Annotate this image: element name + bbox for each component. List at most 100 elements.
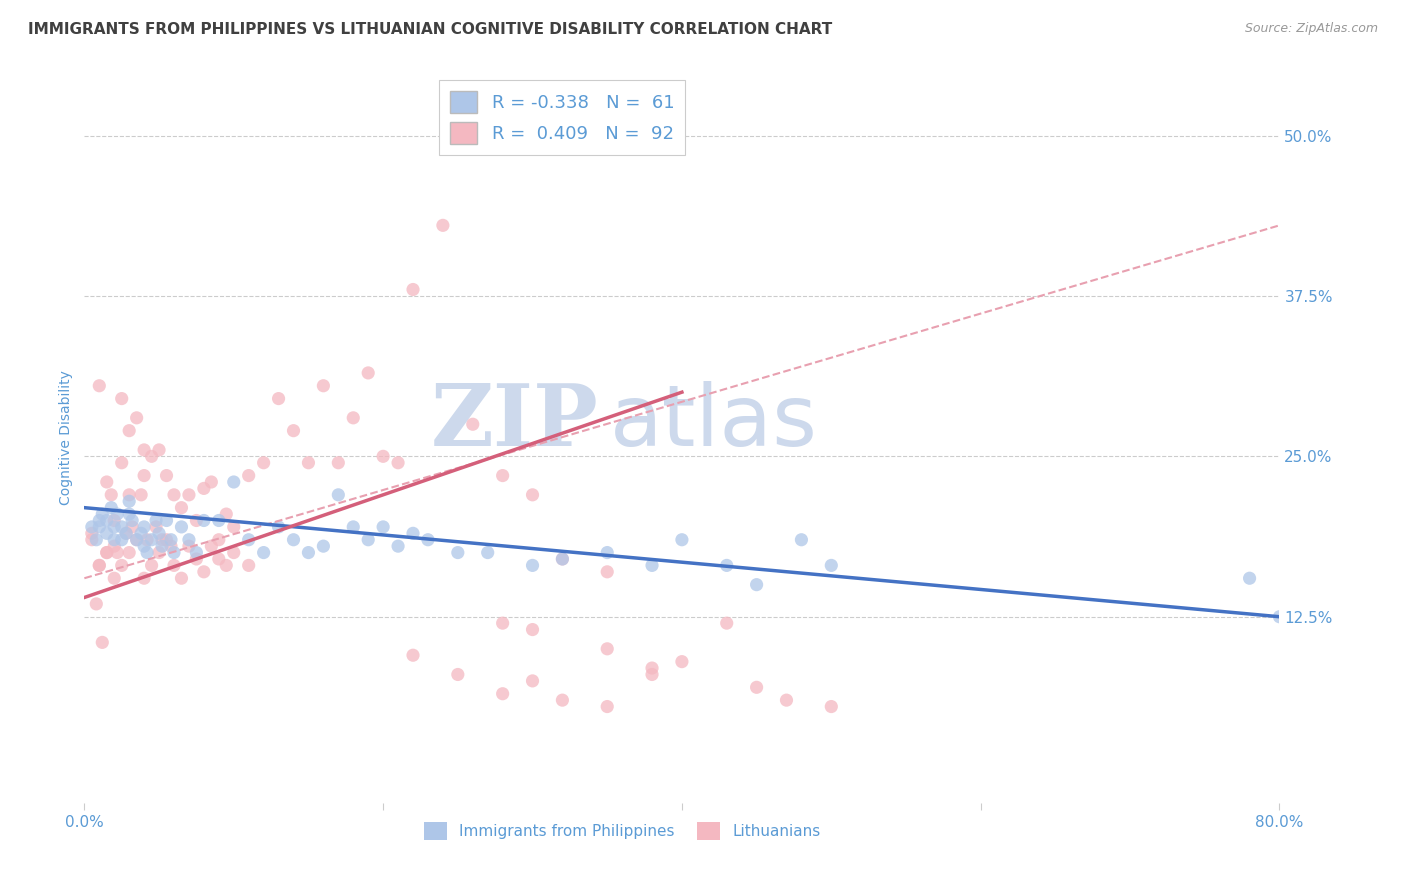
Point	[105, 507, 128, 521]
Point	[96, 475, 118, 489]
Point	[91, 507, 114, 521]
Point	[200, 539, 222, 553]
Point	[89, 520, 111, 534]
Point	[238, 533, 260, 547]
Point	[1268, 609, 1291, 624]
Point	[193, 565, 215, 579]
Point	[551, 693, 574, 707]
Point	[373, 450, 395, 464]
Point	[136, 533, 159, 547]
Point	[596, 565, 619, 579]
Point	[96, 545, 118, 559]
Point	[89, 514, 111, 528]
Point	[596, 641, 619, 656]
Point	[118, 545, 141, 559]
Point	[208, 552, 231, 566]
Text: atlas: atlas	[610, 381, 818, 464]
Point	[522, 488, 544, 502]
Point	[373, 520, 395, 534]
Point	[80, 533, 103, 547]
Point	[96, 545, 118, 559]
Point	[80, 520, 103, 534]
Point	[186, 545, 208, 559]
Point	[160, 533, 183, 547]
Point	[96, 514, 118, 528]
Point	[253, 545, 276, 559]
Point	[297, 545, 319, 559]
Point	[312, 378, 335, 392]
Point	[357, 366, 380, 380]
Point	[105, 545, 128, 559]
Point	[163, 558, 186, 573]
Point	[222, 475, 245, 489]
Point	[125, 410, 148, 425]
Point	[132, 539, 156, 553]
Point	[141, 533, 163, 547]
Point	[238, 468, 260, 483]
Point	[328, 456, 350, 470]
Point	[342, 410, 364, 425]
Point	[745, 681, 768, 695]
Point	[103, 520, 125, 534]
Y-axis label: Cognitive Disability: Cognitive Disability	[59, 369, 73, 505]
Point	[522, 673, 544, 688]
Point	[115, 526, 138, 541]
Point	[148, 526, 170, 541]
Point	[492, 468, 515, 483]
Point	[328, 488, 350, 502]
Point	[89, 378, 111, 392]
Point	[132, 468, 156, 483]
Point	[170, 520, 193, 534]
Point	[89, 558, 111, 573]
Point	[387, 539, 409, 553]
Point	[716, 558, 738, 573]
Point	[461, 417, 484, 432]
Point	[215, 507, 238, 521]
Point	[170, 500, 193, 515]
Point	[155, 533, 177, 547]
Point	[91, 635, 114, 649]
Point	[267, 392, 290, 406]
Point	[492, 616, 515, 631]
Point	[111, 558, 134, 573]
Point	[551, 552, 574, 566]
Text: ZIP: ZIP	[430, 381, 599, 465]
Point	[522, 558, 544, 573]
Point	[111, 456, 134, 470]
Point	[1239, 571, 1261, 585]
Point	[790, 533, 813, 547]
Point	[342, 520, 364, 534]
Point	[596, 699, 619, 714]
Point	[103, 514, 125, 528]
Point	[477, 545, 499, 559]
Point	[145, 520, 167, 534]
Point	[86, 533, 108, 547]
Point	[86, 597, 108, 611]
Point	[111, 533, 134, 547]
Point	[551, 552, 574, 566]
Point	[522, 623, 544, 637]
Point	[641, 667, 664, 681]
Point	[111, 392, 134, 406]
Point	[150, 539, 173, 553]
Point	[170, 571, 193, 585]
Point	[115, 526, 138, 541]
Point	[141, 450, 163, 464]
Point	[148, 545, 170, 559]
Point	[402, 526, 425, 541]
Point	[671, 655, 693, 669]
Point	[641, 661, 664, 675]
Point	[193, 514, 215, 528]
Point	[155, 468, 177, 483]
Point	[132, 571, 156, 585]
Point	[716, 616, 738, 631]
Point	[100, 488, 122, 502]
Point	[447, 545, 470, 559]
Point	[100, 500, 122, 515]
Point	[267, 520, 290, 534]
Point	[103, 539, 125, 553]
Point	[186, 514, 208, 528]
Point	[432, 219, 454, 233]
Point	[447, 667, 470, 681]
Point	[121, 514, 143, 528]
